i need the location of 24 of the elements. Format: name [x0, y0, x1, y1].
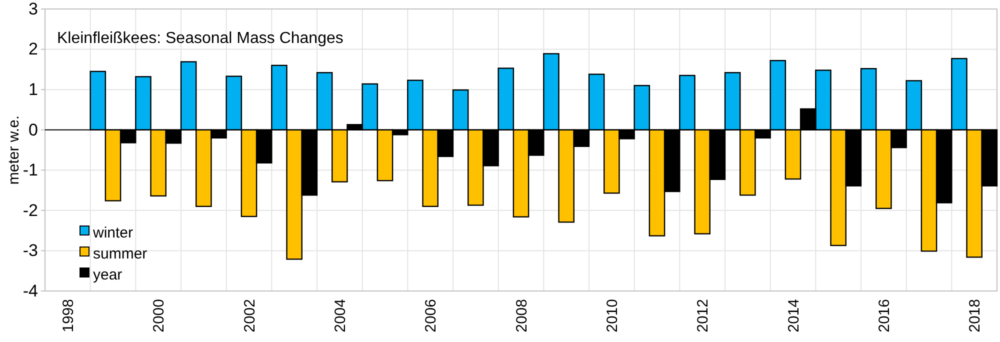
x-tick-label: 2010 [604, 299, 621, 332]
y-tick-label: 3 [28, 0, 38, 18]
y-tick-label: -4 [22, 281, 38, 300]
x-tick-label: 2004 [332, 299, 349, 332]
legend-label: summer [93, 245, 148, 262]
legend-label: year [93, 266, 122, 284]
x-tick-label: 2006 [422, 299, 440, 332]
x-tick-label: 2002 [241, 299, 258, 332]
x-tick-label: 2008 [513, 299, 530, 332]
x-tick-label: 2016 [876, 299, 893, 332]
x-tick-label: 2000 [150, 299, 168, 332]
y-tick-label: -3 [22, 241, 38, 260]
text: Kleinfleißkees: Seasonal Mass Changes [57, 30, 344, 47]
y-axis-title: meter w.e. [5, 115, 22, 185]
y-tick-label: -2 [22, 200, 38, 220]
y-tick-label: 1 [28, 80, 38, 100]
legend-label: winter [92, 224, 134, 242]
x-tick-label: 2018 [966, 299, 984, 332]
y-tick-label: 2 [28, 40, 38, 59]
x-tick-label: 2012 [694, 299, 712, 332]
y-tick-label: 0 [28, 120, 38, 140]
x-tick-label: 1998 [60, 299, 77, 332]
y-tick-label: -1 [22, 160, 38, 180]
x-tick-label: 2014 [785, 299, 802, 332]
